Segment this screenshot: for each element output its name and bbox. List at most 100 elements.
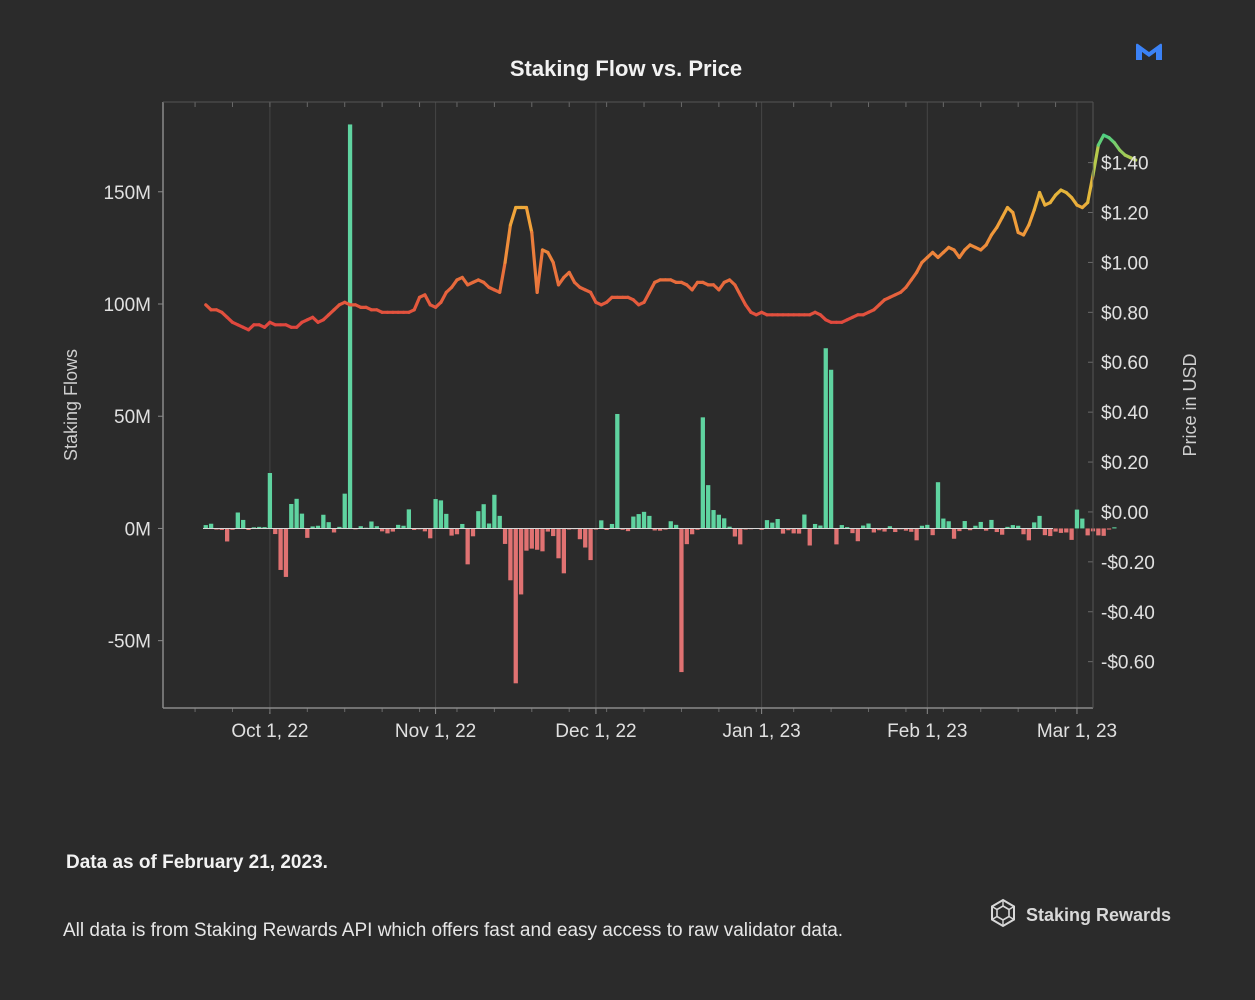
flow-bars <box>203 124 1117 684</box>
flow-bar <box>497 515 502 529</box>
flow-bar <box>406 509 411 529</box>
flow-bar <box>791 528 796 534</box>
flow-bar <box>1085 528 1090 536</box>
flow-bar <box>973 525 978 529</box>
flow-bar <box>380 528 385 532</box>
flow-bar <box>946 521 951 529</box>
flow-bar <box>663 528 668 530</box>
x-tick-label: Nov 1, 22 <box>395 721 476 742</box>
flow-bar <box>593 528 599 530</box>
flow-bar <box>203 525 208 529</box>
flow-bar <box>588 528 593 561</box>
y-tick-label: -50M <box>108 632 151 653</box>
flow-bar <box>438 500 444 529</box>
flow-bar <box>609 523 615 529</box>
flow-bar <box>673 524 679 529</box>
x-tick-label: Mar 1, 23 <box>1037 721 1117 742</box>
flow-bar <box>978 521 983 529</box>
flow-bar <box>695 528 700 530</box>
price-line-segment <box>524 205 534 235</box>
flow-bar <box>941 518 946 529</box>
flow-bar <box>1053 528 1058 532</box>
flow-bar <box>823 348 828 529</box>
flow-bar <box>850 528 855 534</box>
flow-bar <box>321 514 326 529</box>
flow-bar <box>535 528 540 550</box>
flow-bar <box>828 369 834 529</box>
flow-bar <box>326 522 331 529</box>
flow-bar <box>1069 528 1074 540</box>
price-line-segment <box>423 293 432 307</box>
axes: Oct 1, 22 Nov 1, 22 Dec 1, 22 Jan 1, 23 Feb … <box>103 101 1155 742</box>
flow-bar <box>711 510 716 529</box>
flow-bar <box>305 528 310 538</box>
flow-bar <box>315 525 321 529</box>
flow-bar <box>657 528 663 531</box>
flow-bar <box>214 528 219 530</box>
flow-bar <box>577 528 583 540</box>
flow-bar <box>882 528 887 532</box>
flow-bar <box>358 526 363 529</box>
flow-bar <box>289 503 294 529</box>
grid-lines <box>269 102 1078 708</box>
flow-bar <box>994 528 999 533</box>
flow-bar <box>1080 518 1085 529</box>
flow-bar <box>861 525 866 529</box>
flow-bar <box>935 482 941 529</box>
x-tick-label: Jan 1, 23 <box>723 721 801 742</box>
flow-bar <box>529 528 534 549</box>
flow-bar <box>1101 528 1106 536</box>
flow-bar <box>583 528 588 548</box>
flow-bar <box>914 528 919 541</box>
flow-bar <box>722 518 727 529</box>
flow-bar <box>615 413 620 529</box>
flow-bar <box>262 527 267 529</box>
flow-bar <box>1042 528 1048 536</box>
y-tick-label: 100M <box>103 295 151 316</box>
flow-bar <box>957 528 962 532</box>
flow-bar <box>919 525 925 529</box>
flow-bar <box>967 528 973 531</box>
x-tick-label: Oct 1, 22 <box>231 721 308 742</box>
flow-bar <box>460 523 465 529</box>
flow-bar <box>551 528 556 537</box>
price-line-segment <box>733 283 742 297</box>
price-line-segment <box>642 290 651 304</box>
price-line-segment <box>567 270 577 284</box>
flow-bar <box>476 511 481 529</box>
flow-bar <box>347 124 353 529</box>
flow-bar <box>1058 528 1064 533</box>
y2-tick-label: -$0.20 <box>1101 553 1155 574</box>
flow-bar <box>1032 522 1037 529</box>
flow-bar <box>732 528 738 537</box>
flow-bar <box>855 528 860 542</box>
flow-bar <box>385 528 390 534</box>
flow-bar <box>1010 525 1015 529</box>
app-logo-icon <box>1134 40 1164 69</box>
flow-bar <box>513 528 518 684</box>
flow-bar <box>770 522 775 529</box>
y2-tick-label: $0.60 <box>1101 353 1149 374</box>
flow-bar <box>422 528 428 532</box>
y-axis-title: Staking Flows <box>61 349 81 461</box>
flow-bar <box>812 523 818 529</box>
price-line-segment <box>498 260 507 294</box>
flow-bar <box>903 528 909 531</box>
flow-bar <box>225 528 230 542</box>
flow-bar <box>454 528 460 535</box>
flow-bar <box>1064 528 1069 533</box>
flow-bar <box>241 519 246 529</box>
flow-bar <box>481 504 486 529</box>
flow-bar <box>337 526 342 529</box>
flow-bar <box>775 519 780 529</box>
y2-tick-label: $1.00 <box>1101 253 1149 274</box>
price-line-segment <box>546 250 555 265</box>
y-tick-label: 150M <box>103 183 151 204</box>
flow-bar <box>706 485 711 529</box>
staking-rewards-brand: Staking Rewards <box>988 898 1171 933</box>
flow-bar <box>508 528 513 581</box>
price-line-segment <box>1000 205 1010 220</box>
y2-tick-label: $1.40 <box>1101 154 1149 175</box>
flow-bar <box>396 524 401 529</box>
flow-bar <box>989 519 994 529</box>
